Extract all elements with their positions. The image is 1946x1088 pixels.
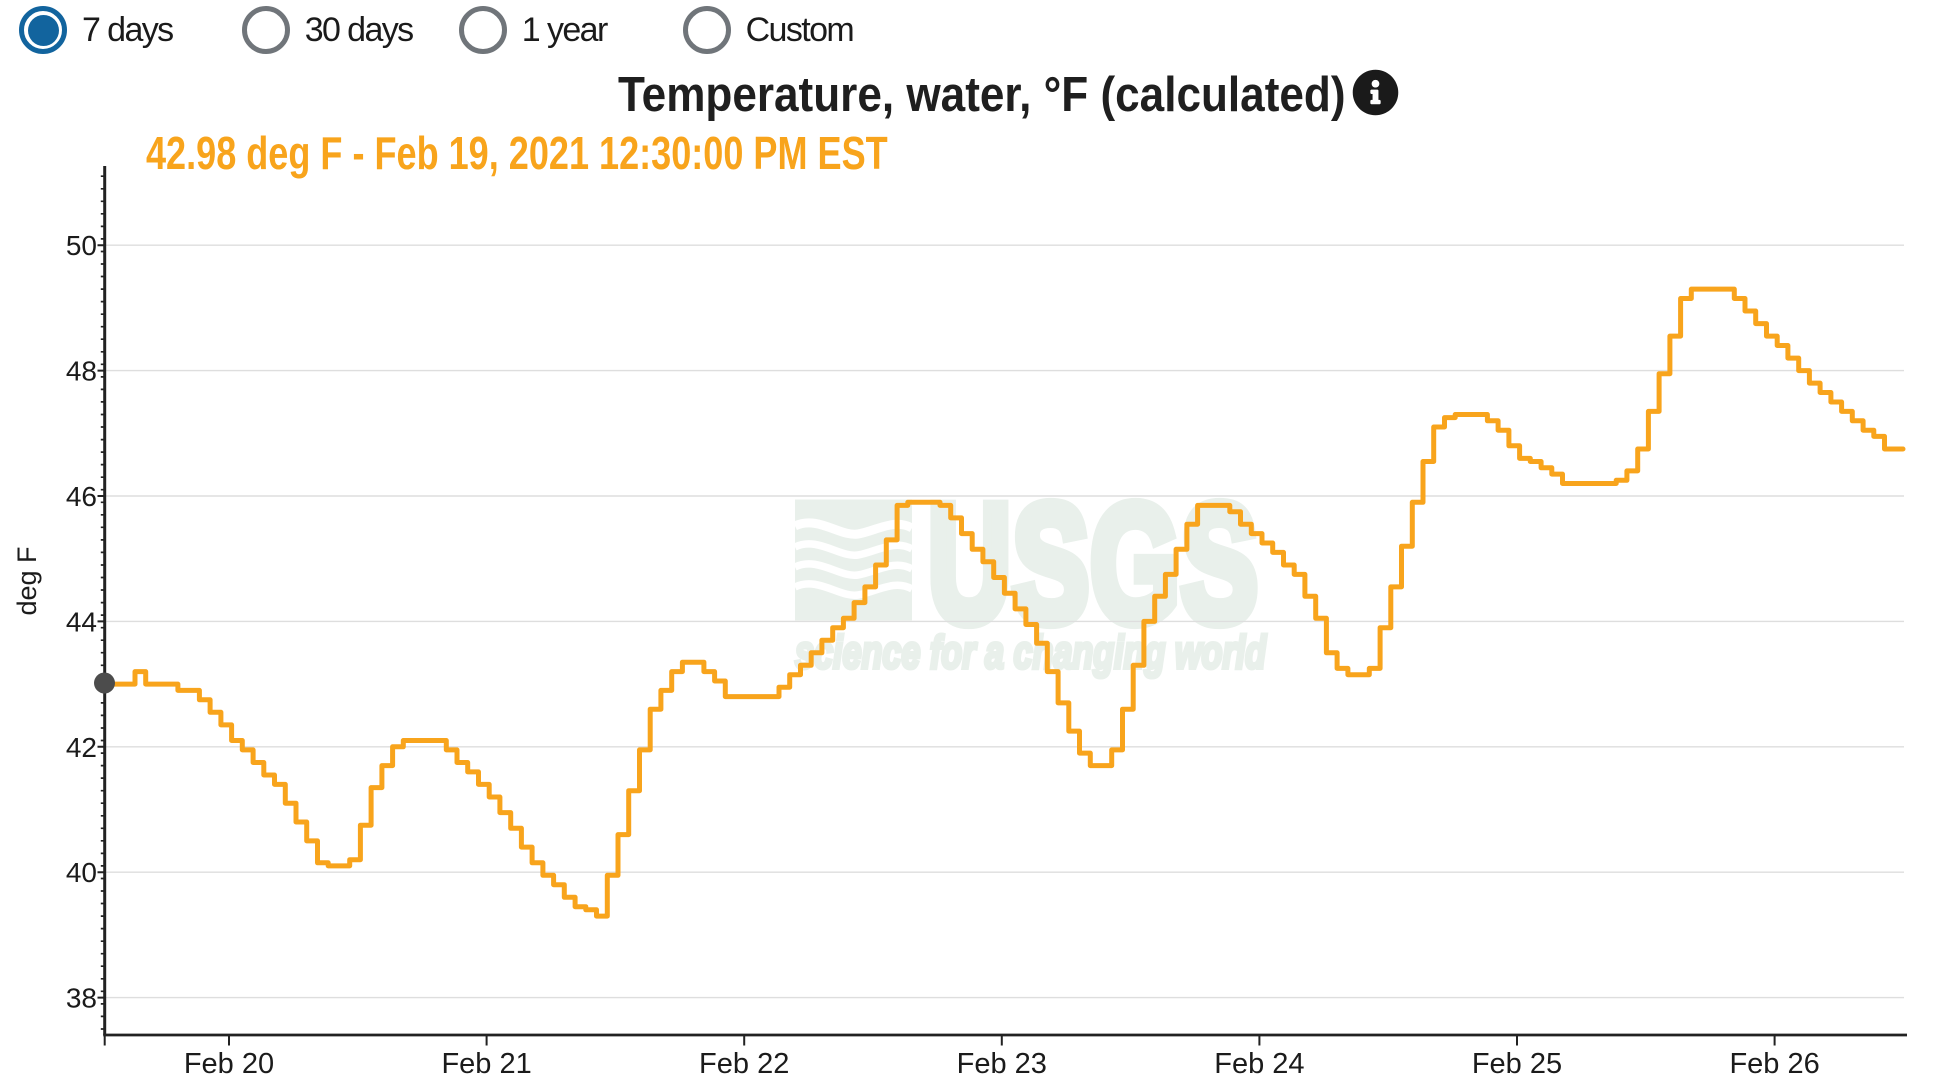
- svg-text:deg F: deg F: [12, 546, 42, 615]
- svg-text:46: 46: [66, 481, 97, 512]
- svg-text:42: 42: [66, 732, 97, 763]
- svg-text:Feb 24: Feb 24: [1214, 1048, 1304, 1080]
- svg-text:48: 48: [66, 356, 97, 387]
- svg-text:Feb 23: Feb 23: [957, 1048, 1047, 1080]
- svg-text:40: 40: [66, 857, 97, 888]
- svg-text:50: 50: [66, 230, 97, 261]
- svg-text:Feb 20: Feb 20: [184, 1048, 274, 1080]
- svg-text:science for a changing world: science for a changing world: [795, 626, 1267, 678]
- svg-text:Feb 21: Feb 21: [441, 1048, 531, 1080]
- svg-text:USGS: USGS: [928, 471, 1259, 657]
- svg-text:Feb 25: Feb 25: [1472, 1048, 1562, 1080]
- svg-text:Feb 22: Feb 22: [699, 1048, 789, 1080]
- svg-text:44: 44: [66, 606, 97, 637]
- svg-text:38: 38: [66, 983, 97, 1014]
- svg-text:Feb 26: Feb 26: [1729, 1048, 1819, 1080]
